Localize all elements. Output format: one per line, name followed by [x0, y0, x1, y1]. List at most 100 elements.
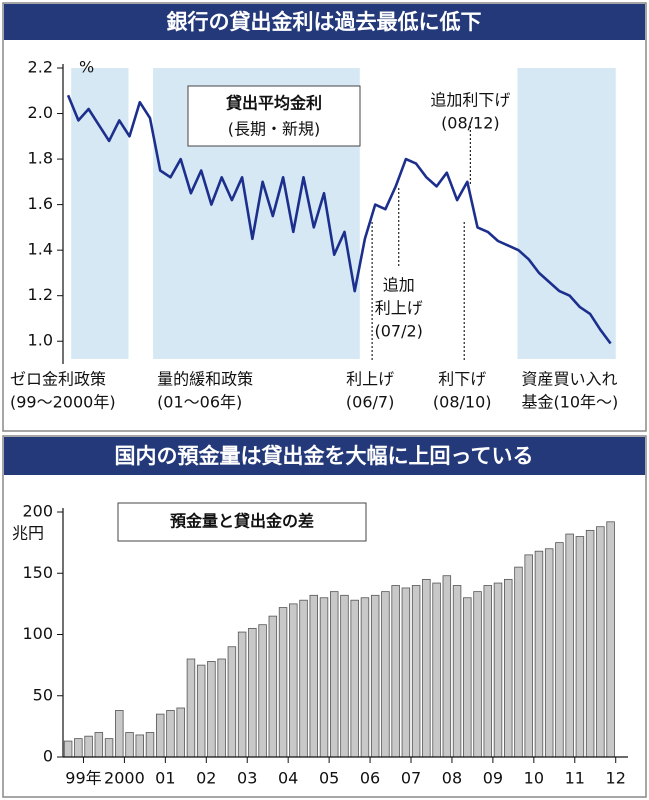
header-bar — [4, 437, 645, 475]
bar — [514, 566, 523, 758]
bar — [237, 631, 247, 758]
period-label: 量的緩和政策 — [157, 370, 253, 389]
y-tick-label: 0 — [43, 747, 53, 766]
x-tick-label: 10 — [524, 769, 544, 788]
x-tick-label: 2000 — [104, 769, 145, 788]
y-unit: % — [79, 58, 94, 77]
y-tick-label: 2.0 — [28, 103, 53, 122]
period-label: ゼロ金利政策 — [10, 370, 106, 389]
rate-line — [66, 94, 612, 345]
bar — [145, 732, 155, 758]
bar — [309, 594, 319, 758]
bar — [452, 585, 462, 758]
bar — [176, 707, 185, 758]
bar — [135, 734, 145, 758]
event-label: 追加利下げ — [430, 91, 510, 110]
event-label: (06/7) — [346, 393, 394, 412]
y-tick-label: 1.8 — [28, 149, 53, 168]
bar — [370, 594, 380, 758]
bar — [401, 587, 411, 758]
bar — [585, 529, 595, 758]
x-tick-label: 02 — [196, 769, 216, 788]
event-label: (07/2) — [375, 322, 423, 341]
bar — [217, 658, 226, 758]
period-label: (01～06年) — [157, 393, 242, 412]
bar — [227, 646, 237, 758]
period-shade — [517, 68, 616, 359]
period-label: 基金(10年～) — [521, 393, 618, 412]
bar — [596, 526, 605, 758]
bar — [411, 585, 421, 758]
period-label: 資産買い入れ — [521, 370, 617, 389]
bar — [330, 591, 339, 758]
bar — [606, 521, 615, 758]
bar — [504, 578, 513, 758]
bar — [442, 575, 452, 758]
bar — [166, 710, 175, 758]
x-tick-label: 07 — [401, 769, 421, 788]
period-shade — [71, 68, 129, 359]
bar — [350, 599, 359, 758]
bar — [493, 582, 503, 758]
x-tick-label: 03 — [237, 769, 257, 788]
x-tick-label: 05 — [319, 769, 339, 788]
y-tick-label: 150 — [22, 563, 53, 582]
bar — [432, 582, 441, 758]
bar — [84, 735, 93, 758]
label-box — [117, 502, 367, 542]
bar — [381, 591, 390, 758]
x-tick-label: 01 — [155, 769, 175, 788]
bar — [299, 599, 308, 758]
bar — [186, 658, 196, 758]
event-label: 追加 — [383, 276, 415, 295]
y-tick-label: 1.2 — [28, 285, 53, 304]
bar — [534, 550, 544, 758]
x-tick-label: 09 — [483, 769, 503, 788]
bar — [207, 661, 216, 758]
x-tick-label: 06 — [360, 769, 380, 788]
header-bar — [4, 4, 645, 40]
y-tick-label: 50 — [33, 685, 53, 704]
x-tick-label: 11 — [565, 769, 585, 788]
period-label: (99～2000年) — [10, 393, 116, 412]
bar — [258, 624, 267, 758]
bar — [360, 597, 370, 758]
bar — [422, 578, 431, 758]
bar — [104, 738, 114, 758]
bar — [63, 740, 73, 758]
panel-frame — [2, 435, 647, 798]
chart-title: 国内の預金量は貸出金を大幅に上回っている — [115, 444, 534, 468]
bar — [248, 627, 257, 758]
bar — [483, 585, 493, 758]
y-tick-label: 1.4 — [28, 240, 53, 259]
event-label: 利上げ — [346, 370, 394, 389]
bar — [319, 597, 329, 758]
event-label: 利下げ — [438, 370, 486, 389]
y-tick-label: 100 — [22, 624, 53, 643]
x-tick-label: 99年 — [65, 769, 101, 788]
bar — [74, 738, 83, 758]
label-box-title: 預金量と貸出金の差 — [170, 512, 314, 531]
bar — [565, 533, 574, 758]
bar — [196, 664, 206, 758]
label-box — [187, 85, 361, 147]
bar — [115, 710, 124, 758]
chart-title: 銀行の貸出金利は過去最低に低下 — [167, 10, 482, 34]
bar — [555, 542, 564, 758]
event-label: (08/12) — [441, 114, 500, 133]
y-tick-label: 1.6 — [28, 194, 53, 213]
x-tick-label: 04 — [278, 769, 298, 788]
y-unit: 兆円 — [12, 524, 44, 543]
bar — [125, 732, 134, 758]
panel-frame — [2, 2, 647, 432]
label-box-sub: (長期・新規) — [228, 120, 321, 139]
bar — [473, 591, 482, 758]
y-tick-label: 1.0 — [28, 331, 53, 350]
bar — [94, 732, 104, 758]
event-label: 利上げ — [375, 299, 423, 318]
bar — [463, 597, 472, 758]
bar — [268, 615, 278, 758]
bar — [340, 594, 349, 758]
